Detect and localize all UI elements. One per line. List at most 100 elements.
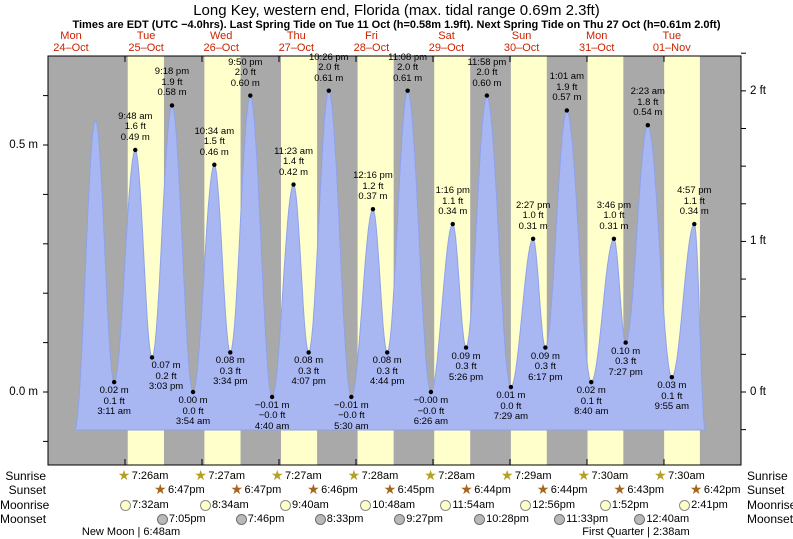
moonset-time: 9:27pm <box>406 513 443 525</box>
tide-annotation-line: 11:08 pm <box>388 51 428 63</box>
tide-annotation-line: 0.3 ft <box>376 365 398 377</box>
tide-extreme-dot <box>645 123 651 128</box>
tide-annotation-line: 0.31 m <box>518 220 548 232</box>
sunrise-time: 7:27am <box>284 470 322 482</box>
day-label: Sat 29–Oct <box>417 30 477 54</box>
tide-annotation-line: 0.09 m <box>451 350 481 362</box>
tide-annotation: 0.08 m 0.3 ft 4:44 pm <box>350 356 424 388</box>
tide-annotation-line: 2:27 pm <box>515 199 551 211</box>
y-axis-right-label: 1 ft <box>750 235 766 248</box>
sunset-icon: ★ <box>307 481 320 497</box>
tide-annotation-line: 0.08 m <box>294 355 324 367</box>
moonrise-icon <box>360 500 372 511</box>
tide-annotation-line: 3:54 am <box>175 416 211 427</box>
tide-annotation-line: 0.42 m <box>279 166 309 178</box>
tide-extreme-dot <box>405 88 410 93</box>
tide-extreme-dot <box>149 355 155 360</box>
tide-annotation: −0.01 m −0.0 ft 5:30 am <box>314 399 388 433</box>
tide-annotation-line: 0.31 m <box>599 220 629 232</box>
tide-annotation-line: 2.0 ft <box>476 67 498 79</box>
tide-annotation-line: 0.10 m <box>611 345 641 357</box>
tide-annotation-line: 11:23 am <box>274 145 313 157</box>
tide-annotation-line: 0.60 m <box>472 77 502 89</box>
y-axis-right-label: 0 ft <box>750 386 766 398</box>
sunrise-time: 7:29am <box>514 470 552 482</box>
sunset-icon: ★ <box>536 481 550 497</box>
day-label-line: Fri <box>364 30 378 42</box>
day-label-line: Tue <box>662 30 682 42</box>
tide-annotation: 0.10 m 0.3 ft 7:27 pm <box>589 345 663 379</box>
day-label-line: 30–Oct <box>503 41 540 54</box>
tide-annotation-line: 9:50 pm <box>228 56 263 68</box>
tide-annotation-line: 12:16 pm <box>353 170 393 182</box>
tide-annotation-line: 6:26 am <box>413 416 449 427</box>
tide-annotation-line: 9:55 am <box>654 401 689 413</box>
row-label-moonrise-right: Moonrise <box>747 498 793 512</box>
tide-annotation-line: 1.9 ft <box>556 81 578 93</box>
sunrise-time: 7:28am <box>438 470 475 482</box>
tide-extreme-dot <box>326 88 331 93</box>
day-label-line: Wed <box>209 30 233 42</box>
sunrise-icon: ★ <box>194 467 207 483</box>
tide-extreme-dot <box>212 162 217 167</box>
sunset-icon: ★ <box>230 481 244 497</box>
tide-annotation-line: −0.01 m <box>254 399 290 411</box>
row-label-sunrise-right: Sunrise <box>747 469 788 483</box>
tide-annotation-line: 1.5 ft <box>203 136 225 148</box>
tide-annotation-line: 0.02 m <box>99 385 129 397</box>
sunset-time: 6:44pm <box>550 484 588 496</box>
tide-annotation-line: 11:58 pm <box>467 56 507 68</box>
moonset-icon <box>554 514 566 525</box>
tide-annotation-line: 0.0 ft <box>182 405 204 417</box>
day-label: Tue 25–Oct <box>116 30 176 54</box>
tide-annotation-line: 0.3 ft <box>298 365 320 377</box>
sunset-time: 6:46pm <box>321 484 358 496</box>
row-label-sunset-left: Sunset <box>8 483 46 497</box>
tide-annotation: 0.08 m 0.3 ft 4:07 pm <box>272 356 346 388</box>
tide-annotation-line: 3:34 pm <box>213 376 248 388</box>
sunrise-icon: ★ <box>577 467 591 483</box>
tide-annotation: 9:48 am 1.6 ft 0.49 m <box>98 111 172 144</box>
tide-extreme-dot <box>564 108 570 113</box>
day-label: Mon 24–Oct <box>41 30 101 54</box>
tide-annotation-line: 10:34 am <box>194 125 235 137</box>
moonset-icon <box>634 514 646 525</box>
day-label-line: Tue <box>136 30 156 42</box>
tide-annotation: 12:16 pm 1.2 ft 0.37 m <box>336 171 410 203</box>
moonrise-time: 8:34am <box>211 499 249 511</box>
tide-annotation-line: 1.9 ft <box>161 76 183 88</box>
tide-annotation-line: 4:07 pm <box>291 376 326 388</box>
moon-phase-note: First Quarter | 2:38am <box>582 526 690 538</box>
tide-annotation: 1:16 pm 1.1 ft 0.34 m <box>416 186 490 218</box>
tide-annotation-line: 1:01 am <box>549 71 584 83</box>
day-label-line: Mon <box>585 30 608 42</box>
moonset-icon <box>235 514 247 525</box>
tide-annotation-line: 0.08 m <box>215 355 245 367</box>
tide-annotation-line: −0.01 m <box>334 399 369 411</box>
sunset-time: 6:44pm <box>474 484 511 496</box>
day-label-line: 01–Nov <box>652 41 691 54</box>
sunset-icon: ★ <box>613 481 626 497</box>
moon-phase-note: New Moon | 6:48am <box>81 526 181 538</box>
moonrise-icon <box>280 500 292 511</box>
sunrise-time: 7:28am <box>361 470 399 482</box>
tide-extreme-dot <box>269 394 275 400</box>
tide-extreme-dot <box>169 103 175 108</box>
tide-extreme-dot <box>530 236 536 242</box>
tide-annotation-line: 0.07 m <box>151 360 181 372</box>
moonset-icon <box>394 514 406 525</box>
moonrise-time: 10:48am <box>372 499 416 511</box>
y-axis-left-label: 0.5 m <box>9 139 38 151</box>
tide-annotation: 10:34 am 1.5 ft 0.46 m <box>177 125 251 159</box>
tide-annotation-line: 5:30 am <box>334 420 369 432</box>
tide-extreme-dot <box>385 350 390 355</box>
row-label-moonset-left: Moonset <box>0 512 47 526</box>
tide-extreme-dot <box>291 182 296 187</box>
tide-annotation: 11:23 am 1.4 ft 0.42 m <box>257 145 331 179</box>
tide-annotation: 10:26 pm 2.0 ft 0.61 m <box>292 52 366 85</box>
moonset-icon <box>314 514 326 525</box>
tide-annotation-line: 9:18 pm <box>154 66 190 78</box>
tide-extreme-dot <box>428 389 434 395</box>
